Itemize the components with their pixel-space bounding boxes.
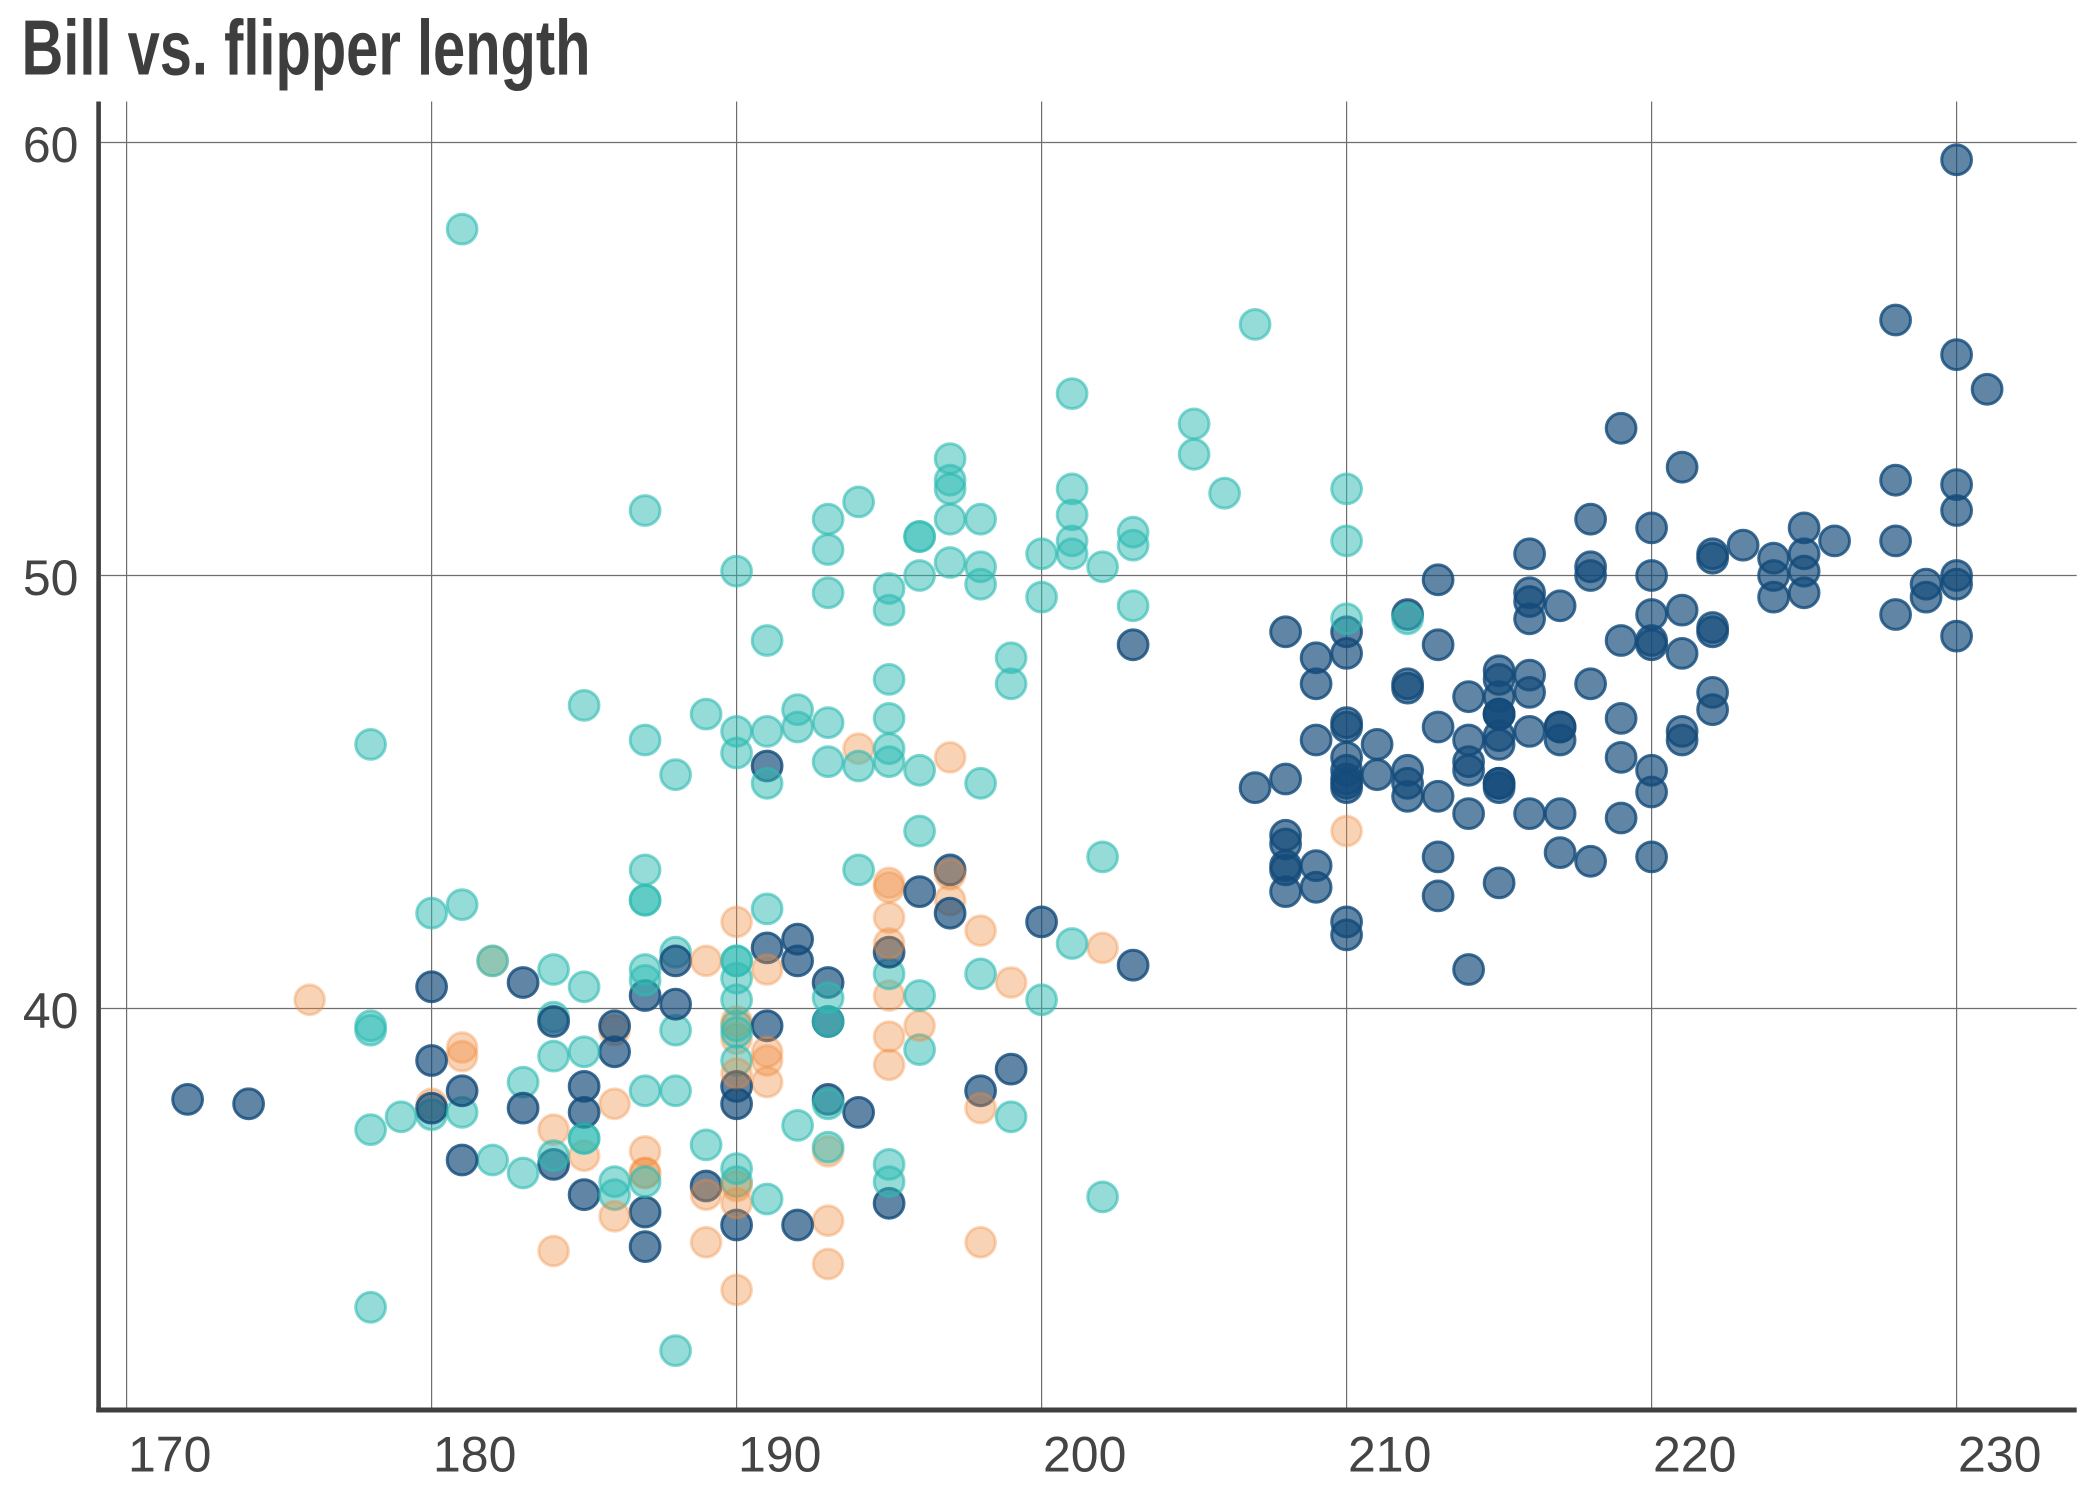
svg-text:Bill vs. flipper length: Bill vs. flipper length — [22, 4, 591, 91]
svg-text:190: 190 — [738, 1427, 821, 1483]
svg-text:180: 180 — [433, 1427, 516, 1483]
svg-text:40: 40 — [23, 983, 79, 1039]
svg-text:60: 60 — [23, 117, 79, 173]
svg-text:210: 210 — [1348, 1427, 1431, 1483]
svg-text:200: 200 — [1043, 1427, 1126, 1483]
svg-text:50: 50 — [23, 550, 79, 606]
svg-text:230: 230 — [1958, 1427, 2041, 1483]
svg-text:170: 170 — [128, 1427, 211, 1483]
svg-text:220: 220 — [1653, 1427, 1736, 1483]
